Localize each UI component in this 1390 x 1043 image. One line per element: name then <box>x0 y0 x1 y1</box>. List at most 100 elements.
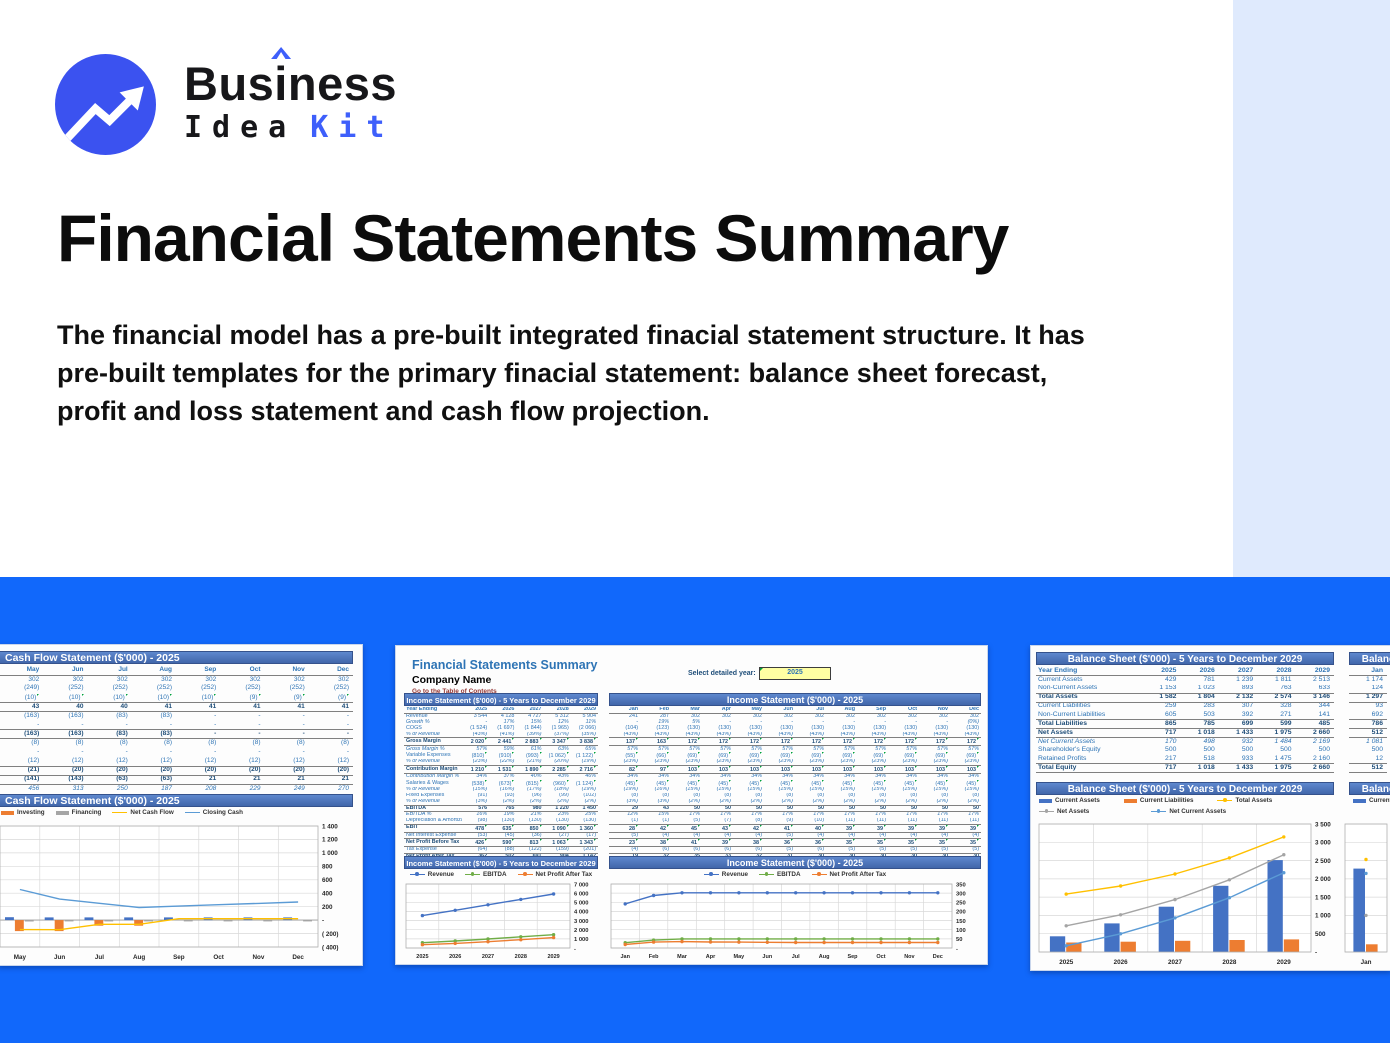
svg-text:Aug: Aug <box>133 954 145 961</box>
svg-text:400: 400 <box>322 891 333 898</box>
svg-text:1 000: 1 000 <box>322 850 338 857</box>
income-annual-chart-header: Income Statement ($'000) - 5 Years to De… <box>404 856 598 869</box>
svg-text:50: 50 <box>956 937 962 943</box>
svg-text:150: 150 <box>956 919 966 925</box>
balance-chart-legend-row1: Current Assets Current Liabilities Total A… <box>1039 797 1334 804</box>
legend-item: EBITDA <box>465 871 507 878</box>
income-annual-chart-legend: Revenue EBITDA Net Profit After Tax <box>404 871 598 878</box>
balance-table-header: Balance Sheet ($'000) - 5 Years to Decem… <box>1036 652 1334 665</box>
svg-text:Nov: Nov <box>252 954 264 961</box>
logo-word-part: ness <box>287 57 397 110</box>
sheet-title: Financial Statements Summary <box>412 658 598 672</box>
legend-swatch-icon <box>1217 798 1233 802</box>
legend-swatch-icon <box>1039 809 1054 813</box>
svg-text:5 000: 5 000 <box>574 901 589 907</box>
balance-sheet-panel: Balance Sheet ($'000) - 5 Years to Decem… <box>1030 645 1390 971</box>
balance-monthly-chart: Jan <box>1343 820 1390 966</box>
svg-text:2027: 2027 <box>1168 959 1183 966</box>
svg-text:200: 200 <box>322 904 333 911</box>
legend-swatch-icon <box>703 872 719 876</box>
svg-text:Jul: Jul <box>792 954 800 960</box>
svg-text:Apr: Apr <box>706 954 716 960</box>
income-monthly-chart: 350 300 250 200 150 100 50 - Jan Feb Mar Apr May Jun J… <box>609 880 984 960</box>
svg-text:2028: 2028 <box>515 954 527 960</box>
year-selector-input[interactable]: 2025 <box>759 667 831 680</box>
income-monthly-table[interactable]: Jan Feb Mar Apr May Jun Jul Aug Sep Oct Nov Dec 241 2… <box>609 707 981 866</box>
logo-word-idea: Idea <box>184 110 297 146</box>
svg-text:2029: 2029 <box>547 954 559 960</box>
income-monthly-table-header: Income Statement ($'000) - 2025 <box>609 693 981 706</box>
logo-trend-chart-icon <box>55 54 156 155</box>
svg-text:( 200): ( 200) <box>322 931 338 938</box>
svg-text:May: May <box>14 954 27 961</box>
svg-text:2027: 2027 <box>482 954 494 960</box>
legend-swatch-icon <box>465 872 481 876</box>
svg-text:-: - <box>574 946 576 952</box>
income-monthly-chart-legend: Revenue EBITDA Net Profit After Tax <box>609 871 981 878</box>
svg-text:200: 200 <box>956 910 966 916</box>
income-annual-table[interactable]: Year Ending 2025 2026 2027 2028 2029 Revenue 3 … <box>404 707 598 866</box>
page-title: Financial Statements Summary <box>57 201 1009 275</box>
income-annual-table-header: Income Statement ($'000) - 5 Years to De… <box>404 693 598 706</box>
legend-swatch-icon <box>811 872 827 876</box>
legend-item: Revenue <box>409 871 454 878</box>
svg-text:2 000: 2 000 <box>1315 876 1331 883</box>
svg-text:Sep: Sep <box>173 954 185 961</box>
svg-text:1 000: 1 000 <box>1315 913 1331 920</box>
legend-item: Financing <box>55 809 101 816</box>
legend-swatch-icon <box>1151 809 1167 813</box>
legend-swatch-icon <box>517 872 533 876</box>
page-description: The financial model has a pre-built inte… <box>57 320 1085 426</box>
svg-text:-: - <box>1315 949 1317 956</box>
logo[interactable]: Busi ness Idea Kit <box>55 47 397 155</box>
svg-text:1 500: 1 500 <box>1315 894 1331 901</box>
logo-word-part: i <box>274 57 288 110</box>
svg-text:1 000: 1 000 <box>574 937 589 943</box>
logo-word-ideakit: Idea Kit <box>184 110 397 145</box>
balance-table[interactable]: Year Ending 2025 2026 2027 2028 2029 Current A… <box>1036 667 1334 774</box>
svg-text:4 000: 4 000 <box>574 910 589 916</box>
table-of-contents-link[interactable]: Go to the Table of Contents <box>412 688 497 695</box>
balance-chart-legend-row2: Net Assets Net Current Assets <box>1039 808 1334 815</box>
legend-item: EBITDA <box>759 871 801 878</box>
cash-flow-table[interactable]: May Jun Jul Aug Sep Oct Nov Dec 302 302 302 302 302 3… <box>0 666 353 793</box>
svg-text:Feb: Feb <box>649 954 659 960</box>
cash-flow-chart-header: Cash Flow Statement ($'000) - 2025 <box>0 794 353 807</box>
legend-item: Net Assets <box>1039 808 1089 815</box>
svg-text:Sep: Sep <box>847 954 858 960</box>
svg-text:1 200: 1 200 <box>322 837 338 844</box>
svg-text:250: 250 <box>956 901 966 907</box>
svg-text:7 000: 7 000 <box>574 882 589 888</box>
cash-flow-table-header: Cash Flow Statement ($'000) - 2025 <box>0 651 353 664</box>
company-name: Company Name <box>412 674 492 686</box>
svg-text:6 000: 6 000 <box>574 891 589 897</box>
legend-swatch-icon <box>1039 798 1052 803</box>
svg-text:Jul: Jul <box>95 954 104 961</box>
logo-word-business: Busi ness <box>184 47 397 110</box>
legend-item: Revenue <box>703 871 748 878</box>
svg-text:2026: 2026 <box>1114 959 1129 966</box>
legend-swatch-icon <box>1123 798 1137 803</box>
svg-text:3 500: 3 500 <box>1315 821 1331 828</box>
svg-text:500: 500 <box>1315 931 1326 938</box>
balance-chart: 3 500 3 000 2 500 2 000 1 500 1 000 500 - 2025 20… <box>1031 820 1371 966</box>
right-accent-band <box>1233 0 1390 577</box>
svg-text:Nov: Nov <box>904 954 915 960</box>
svg-text:350: 350 <box>956 882 966 888</box>
svg-text:Oct: Oct <box>876 954 885 960</box>
legend-swatch-icon <box>409 872 425 876</box>
legend-item: Net Current Assets <box>1151 808 1226 815</box>
legend-item: Current Liabilities <box>1123 797 1193 804</box>
year-selector-label: Select detailed year: <box>688 670 756 677</box>
legend-item: Closing Cash <box>184 809 243 816</box>
balance-monthly-chart-header: Balance Sheet ($'000) - 5 Years to Decem… <box>1349 782 1390 795</box>
balance-monthly-table[interactable]: Jan 1 174 124 1 297 93 692 786 512 1 081 500 12 512 <box>1349 667 1387 774</box>
svg-text:2028: 2028 <box>1222 959 1237 966</box>
financial-summary-panel: Financial Statements Summary Company Nam… <box>395 645 988 965</box>
svg-text:2 500: 2 500 <box>1315 858 1331 865</box>
legend-item: Current Assets <box>1353 797 1390 804</box>
svg-text:Aug: Aug <box>819 954 830 960</box>
svg-text:800: 800 <box>322 864 333 871</box>
